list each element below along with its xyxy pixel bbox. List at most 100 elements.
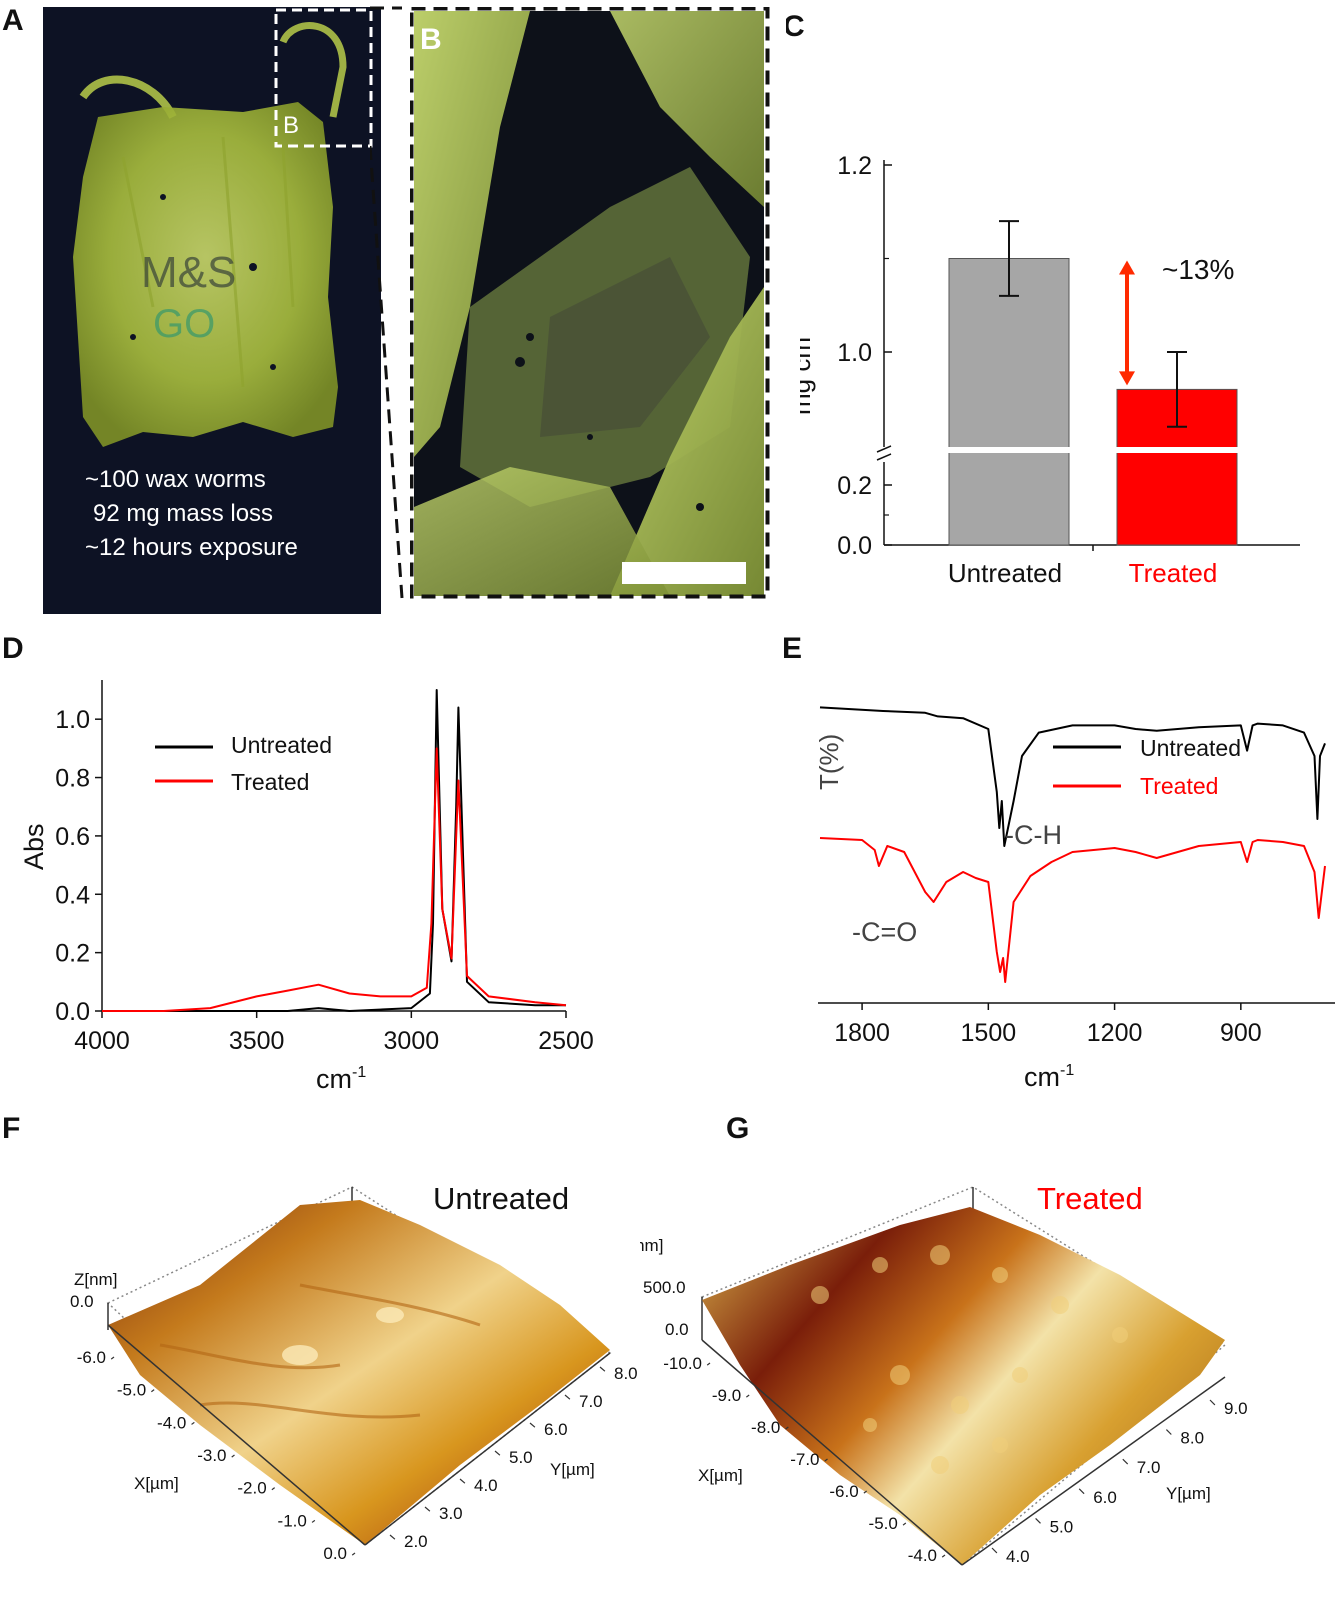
y-tick-label: 0.2 bbox=[55, 940, 90, 968]
inset-region-label: B bbox=[283, 112, 299, 139]
bar-break-gap bbox=[1116, 447, 1238, 453]
zoom-photo-image: B bbox=[409, 6, 786, 614]
x-axis-label: X[µm] bbox=[698, 1466, 743, 1485]
surface-tick-label: 8.0 bbox=[1180, 1429, 1204, 1448]
y-axis-label: Y[µm] bbox=[550, 1460, 595, 1479]
zoom-connector-lines bbox=[370, 6, 404, 599]
series-line-treated bbox=[102, 747, 567, 1012]
y-tick-label: 1.0 bbox=[837, 339, 872, 367]
surface-tick-label: 0.0 bbox=[323, 1544, 347, 1563]
surface-tick-mark bbox=[785, 1426, 789, 1430]
panel-letter-e: E bbox=[782, 632, 803, 665]
surface-tick-label: 4.0 bbox=[474, 1476, 498, 1495]
y-tick-label: 0.2 bbox=[837, 472, 872, 500]
caption-line-time: ~12 hours exposure bbox=[85, 534, 298, 561]
surface-tick-mark bbox=[311, 1519, 316, 1523]
afm-surface-untreated: Untreated Z[nm] 0.0 -6.0 -5.0 -4.0 -3.0 -2.0… bbox=[70, 1181, 638, 1563]
reduction-arrow-head-up bbox=[1119, 260, 1135, 275]
ch-stretch-annotation: -C-H bbox=[1005, 820, 1062, 850]
surface-tick-label: -8.0 bbox=[751, 1418, 780, 1437]
legend-label-treated: Treated bbox=[231, 769, 309, 795]
x-tick-label: 3000 bbox=[384, 1027, 440, 1055]
surface-tick-mark bbox=[706, 1362, 711, 1366]
panel-d-absorbance-chart: 4000 3500 3000 2500 0.0 0.2 0.4 0.6 0.8 1.0 Untre… bbox=[0, 650, 640, 1130]
surface-tick-label: 5.0 bbox=[509, 1448, 533, 1467]
surface-tick-label: -6.0 bbox=[77, 1348, 106, 1367]
surface-tick-mark bbox=[902, 1522, 907, 1526]
surface-tick-label: -10.0 bbox=[663, 1354, 702, 1373]
z-tick-0: 0.0 bbox=[70, 1292, 94, 1311]
surface-tick-mark bbox=[991, 1547, 998, 1554]
surface-tick-label: -5.0 bbox=[869, 1514, 898, 1533]
inset-region-box bbox=[274, 8, 373, 148]
surface-tick-mark bbox=[494, 1450, 501, 1456]
surface-tick-mark bbox=[1035, 1517, 1041, 1524]
x-tick-label: 900 bbox=[1220, 1019, 1262, 1047]
surface-tick-mark bbox=[529, 1422, 536, 1428]
transmittance-line-chart: 1800 1500 1200 900 Untreated Treated T(%) -… bbox=[814, 706, 1335, 1092]
surface-tick-mark bbox=[1209, 1399, 1216, 1406]
surface-tick-mark bbox=[1165, 1429, 1172, 1435]
surface-tick-label: 4.0 bbox=[1006, 1547, 1030, 1566]
surface-tick-mark bbox=[231, 1454, 235, 1458]
surface-tick-mark bbox=[151, 1389, 155, 1393]
surface-tick-label: -6.0 bbox=[829, 1482, 858, 1501]
surface-tick-mark bbox=[271, 1487, 276, 1491]
surface-title: Treated bbox=[1037, 1181, 1143, 1216]
legend-label-untreated: Untreated bbox=[1140, 735, 1241, 761]
panel-letter-f: F bbox=[2, 1112, 21, 1145]
x-tick-label: 4000 bbox=[74, 1027, 130, 1055]
panel-letter-c: C bbox=[783, 10, 805, 43]
surface-tick-mark bbox=[424, 1506, 431, 1512]
surface-tick-mark bbox=[1078, 1488, 1085, 1495]
surface-tick-label: -3.0 bbox=[197, 1446, 226, 1465]
z-axis-label: Z[nm] bbox=[74, 1270, 117, 1289]
panel-b-photo: B bbox=[409, 6, 786, 614]
panel-e-transmittance-chart: 1800 1500 1200 900 Untreated Treated T(%) -… bbox=[790, 650, 1337, 1130]
surface-tick-label: 7.0 bbox=[1137, 1458, 1161, 1477]
surface-tick-label: 3.0 bbox=[439, 1504, 463, 1523]
afm-surface-treated: Treated Z[nm] 500.0 0.0 -10.0 -9.0 -8.0 -7.… bbox=[620, 1181, 1248, 1567]
y-tick-label: 0.6 bbox=[55, 823, 90, 851]
panel-letter-g: G bbox=[726, 1112, 750, 1145]
surface-tick-mark bbox=[824, 1458, 828, 1462]
surface-tick-label: 9.0 bbox=[1224, 1399, 1248, 1418]
series-line-untreated bbox=[102, 689, 566, 1012]
surface-tick-label: 6.0 bbox=[1093, 1488, 1117, 1507]
panel-g-afm-surface: Treated Z[nm] 500.0 0.0 -10.0 -9.0 -8.0 -7.… bbox=[620, 1145, 1337, 1615]
y-tick-label: 0.8 bbox=[55, 765, 90, 793]
scale-bar bbox=[622, 562, 746, 584]
surface-tick-mark bbox=[863, 1490, 868, 1494]
y-tick-label: 0.4 bbox=[55, 881, 90, 909]
surface-tick-label: 8.0 bbox=[614, 1364, 638, 1383]
y-axis-label: T(%) bbox=[814, 734, 844, 790]
surface-tick-mark bbox=[1122, 1458, 1129, 1465]
surface-tick-label: -1.0 bbox=[278, 1511, 307, 1530]
series-line-treated bbox=[819, 837, 1326, 983]
z-axis-label: Z[nm] bbox=[640, 1236, 663, 1255]
surface-tick-label: -4.0 bbox=[157, 1413, 186, 1432]
surface-tick-label: -9.0 bbox=[712, 1386, 741, 1405]
y-tick-label: 1.2 bbox=[837, 152, 872, 180]
surface-tick-mark bbox=[564, 1394, 571, 1400]
panel-c-bar-chart: 0.0 0.2 1.0 1.2 Untreated Treated mg cm-2 ~1… bbox=[786, 0, 1337, 640]
surface-tick-mark bbox=[389, 1534, 396, 1540]
percent-reduction-label: ~13% bbox=[1162, 254, 1234, 285]
y-tick-label: 0.0 bbox=[837, 532, 872, 560]
z-tick-1: 0.0 bbox=[665, 1320, 689, 1339]
surface-tick-label: -2.0 bbox=[237, 1479, 266, 1498]
surface-tick-mark bbox=[941, 1554, 946, 1558]
x-tick-label: 1200 bbox=[1087, 1019, 1143, 1047]
caption-line-worms: ~100 wax worms bbox=[85, 466, 266, 493]
x-axis-label: cm-1 bbox=[1024, 1062, 1074, 1092]
y-axis-label: Y[µm] bbox=[1166, 1484, 1211, 1503]
x-axis-label: X[µm] bbox=[134, 1474, 179, 1493]
bar-break-gap bbox=[948, 447, 1070, 453]
surface-tick-mark bbox=[459, 1478, 466, 1484]
reduction-arrow-head-down bbox=[1119, 371, 1135, 386]
panel-letter-a: A bbox=[2, 4, 24, 37]
x-axis-label: cm-1 bbox=[316, 1064, 366, 1094]
y-axis-label: Abs bbox=[19, 823, 49, 870]
carbonyl-annotation: -C=O bbox=[852, 917, 917, 947]
mass-bar-chart: 0.0 0.2 1.0 1.2 Untreated Treated mg cm-2 ~1… bbox=[786, 152, 1300, 588]
